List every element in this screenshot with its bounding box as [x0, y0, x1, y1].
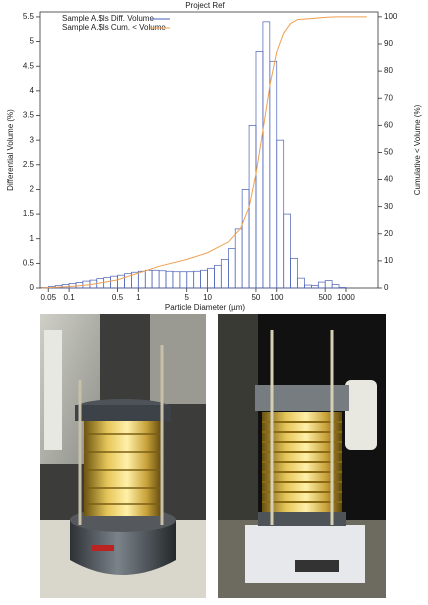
histogram-bar: [208, 268, 215, 288]
y-tick-label: 4: [30, 86, 35, 95]
histogram-bar: [159, 271, 166, 288]
cumulative-line: [42, 17, 367, 288]
y-tick-label: 2.5: [23, 160, 35, 169]
y-tick-label: 5: [30, 37, 35, 46]
y2-tick-label: 100: [384, 12, 398, 21]
y2-axis-label: Cumulative < Volume (%): [413, 104, 422, 195]
y-axis-label: Differential Volume (%): [6, 109, 15, 191]
x-tick-label: 10: [203, 293, 212, 302]
y2-tick-label: 90: [384, 39, 393, 48]
y2-tick-label: 0: [384, 283, 389, 292]
histogram-bar: [298, 278, 305, 288]
y2-tick-label: 60: [384, 120, 393, 129]
histogram-bar: [214, 265, 221, 288]
histogram-bar: [187, 272, 194, 288]
histogram-bar: [270, 61, 277, 288]
histogram-bar: [145, 270, 152, 288]
y-tick-label: 5.5: [23, 12, 35, 21]
histogram-bar: [118, 275, 125, 288]
histogram-bar: [138, 271, 145, 288]
y-tick-label: 1: [30, 234, 35, 243]
y2-tick-label: 10: [384, 256, 393, 265]
histogram-bar: [318, 282, 325, 288]
photo-right: [218, 314, 386, 598]
x-tick-label: 1000: [337, 293, 355, 302]
histogram-bar: [235, 229, 242, 288]
x-tick-label: 0.5: [112, 293, 124, 302]
histogram-bar: [228, 249, 235, 288]
histogram-bar: [332, 285, 339, 288]
x-tick-label: 1: [136, 293, 141, 302]
histogram-bar: [166, 271, 173, 288]
histogram-bar: [242, 189, 249, 288]
x-axis-label: Particle Diameter (µm): [165, 303, 246, 312]
histogram-bar: [304, 285, 311, 288]
x-tick-label: 50: [251, 293, 260, 302]
histogram-bar: [111, 276, 118, 288]
histogram-bar: [180, 272, 187, 288]
x-tick-label: 5: [184, 293, 189, 302]
x-tick-label: 0.05: [40, 293, 56, 302]
y2-tick-label: 30: [384, 202, 393, 211]
histogram-bar: [325, 281, 332, 288]
plot-frame: [40, 12, 378, 288]
legend-label: Sample A.$ls Diff. Volume: [62, 14, 154, 23]
histogram-bar: [277, 140, 284, 288]
y2-tick-label: 40: [384, 175, 393, 184]
photo-left: [40, 314, 206, 598]
histogram-bar: [104, 278, 111, 288]
x-tick-label: 500: [318, 293, 332, 302]
histogram-bar: [284, 214, 291, 288]
chart-title: Project Ref: [185, 1, 225, 10]
y-tick-label: 0.5: [23, 258, 35, 267]
y2-tick-label: 70: [384, 93, 393, 102]
x-tick-label: 100: [270, 293, 284, 302]
histogram-bar: [152, 270, 159, 288]
y2-tick-label: 20: [384, 229, 393, 238]
y-tick-label: 3.5: [23, 111, 35, 120]
histogram-bar: [221, 259, 228, 288]
histogram-bar: [291, 258, 298, 288]
histogram-bar: [201, 270, 208, 288]
y2-tick-label: 80: [384, 66, 393, 75]
y-tick-label: 3: [30, 135, 35, 144]
y-tick-label: 0: [30, 283, 35, 292]
y-tick-label: 4.5: [23, 61, 35, 70]
histogram-bar: [194, 271, 201, 288]
histogram-bar: [263, 22, 270, 288]
y-tick-label: 2: [30, 185, 35, 194]
histogram-bar: [173, 272, 180, 288]
y2-tick-label: 50: [384, 148, 393, 157]
y-tick-label: 1.5: [23, 209, 35, 218]
histogram-bar: [249, 125, 256, 288]
x-tick-label: 0.1: [64, 293, 76, 302]
